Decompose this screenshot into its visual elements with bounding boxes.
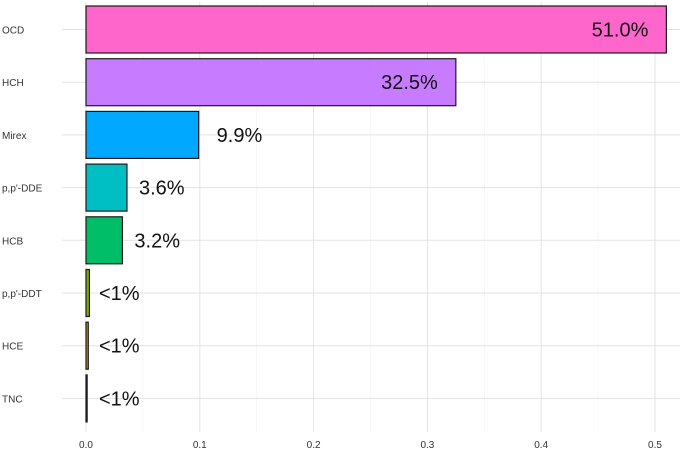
data-labels: 51.0% 32.5% 9.9% 3.6% 3.2% <1% <1% <1% (99, 20, 649, 411)
bar-3 (85, 163, 128, 212)
bar-6 (85, 321, 89, 370)
y-tick-label: p,p'-DDE (2, 184, 43, 195)
data-label-1: 32.5% (381, 72, 438, 94)
y-tick-label: HCB (2, 236, 23, 247)
data-label-0: 51.0% (592, 20, 649, 42)
data-label-2: 9.9% (217, 125, 263, 147)
data-label-6: <1% (99, 336, 140, 358)
bar-0 (85, 5, 667, 54)
bar-1 (85, 58, 457, 107)
y-tick-label: HCH (2, 78, 24, 89)
data-label-3: 3.6% (139, 178, 185, 200)
x-tick-label: 0.5 (648, 440, 662, 451)
x-tick-label: 0.2 (307, 440, 321, 451)
y-tick-label: OCD (2, 26, 24, 37)
x-tick-label: 0.1 (193, 440, 207, 451)
data-label-7: <1% (99, 388, 140, 410)
data-label-5: <1% (99, 283, 140, 305)
x-tick-label: 0.4 (534, 440, 548, 451)
bars (85, 5, 667, 423)
bar-2 (85, 110, 200, 160)
y-tick-label: HCE (2, 342, 23, 353)
y-tick-label: p,p'-DDT (2, 289, 42, 300)
data-label-4: 3.2% (134, 230, 180, 252)
x-tick-label: 0.3 (420, 440, 434, 451)
y-tick-label: Mirex (2, 131, 26, 142)
x-axis-tick-labels: 0.0 0.1 0.2 0.3 0.4 0.5 (79, 440, 662, 451)
bar-4 (85, 216, 124, 265)
bar-7 (85, 374, 88, 423)
x-tick-label: 0.0 (79, 440, 93, 451)
y-axis-tick-labels: OCD HCH Mirex p,p'-DDE HCB p,p'-DDT HCE TNC (2, 26, 43, 406)
y-tick-label: TNC (2, 394, 23, 405)
bar-5 (85, 268, 91, 318)
